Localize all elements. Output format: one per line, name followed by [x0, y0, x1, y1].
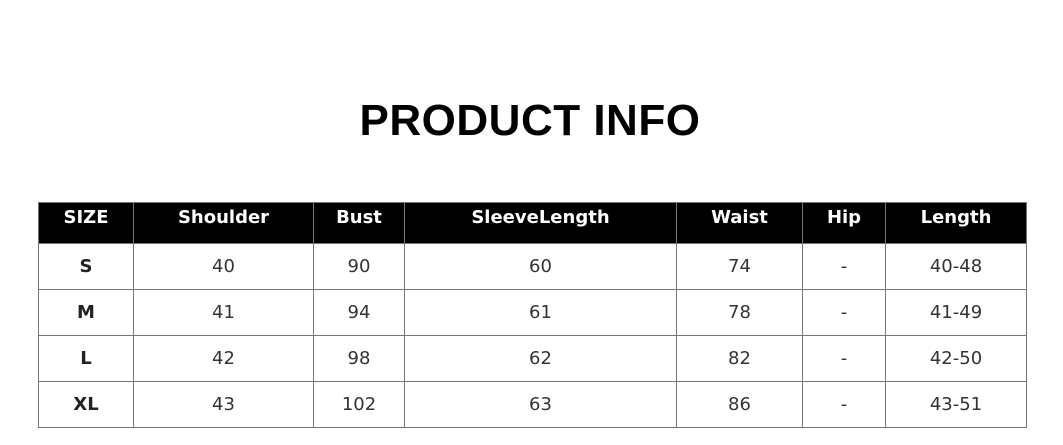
table-row: XL 43 102 63 86-43-51: [38, 381, 1027, 428]
table-cell: 94: [313, 289, 405, 336]
table-cell: 42-50: [885, 335, 1027, 382]
column-header-sleevelength: SleeveLength: [404, 202, 677, 244]
column-header-waist: Waist: [676, 202, 803, 244]
table-cell: 78: [676, 289, 803, 336]
table-cell: 42: [133, 335, 314, 382]
table-cell: -: [802, 381, 886, 428]
size-cell: M: [38, 289, 134, 336]
size-cell: L: [38, 335, 134, 382]
column-header-length: Length: [885, 202, 1027, 244]
table-cell: 61: [404, 289, 677, 336]
size-cell: XL: [38, 381, 134, 428]
page-title: PRODUCT INFO: [359, 96, 701, 145]
table-cell: 86: [676, 381, 803, 428]
column-header-size: SIZE: [38, 202, 134, 244]
table-row: S 40 90 60 74-40-48: [38, 243, 1027, 290]
table-cell: -: [802, 289, 886, 336]
column-header-hip: Hip: [802, 202, 886, 244]
table-row: M 41 94 61 78-41-49: [38, 289, 1027, 336]
table-cell: 82: [676, 335, 803, 382]
size-chart-table: SIZE Shoulder Bust SleeveLength Waist Hip Leng…: [38, 202, 1027, 428]
table-cell: 62: [404, 335, 677, 382]
table-cell: 102: [313, 381, 405, 428]
table-cell: 63: [404, 381, 677, 428]
table-cell: 74: [676, 243, 803, 290]
table-cell: 40: [133, 243, 314, 290]
table-cell: 98: [313, 335, 405, 382]
table-cell: 40-48: [885, 243, 1027, 290]
table-row: L 42 98 62 82-42-50: [38, 335, 1027, 382]
table-cell: -: [802, 335, 886, 382]
header-row: SIZE Shoulder Bust SleeveLength Waist Hip Leng…: [38, 202, 1027, 244]
size-cell: S: [38, 243, 134, 290]
column-header-shoulder: Shoulder: [133, 202, 314, 244]
table-cell: 43: [133, 381, 314, 428]
table-cell: 41-49: [885, 289, 1027, 336]
column-header-bust: Bust: [313, 202, 405, 244]
table-cell: 90: [313, 243, 405, 290]
table-cell: -: [802, 243, 886, 290]
table-cell: 43-51: [885, 381, 1027, 428]
table-cell: 41: [133, 289, 314, 336]
table-cell: 60: [404, 243, 677, 290]
